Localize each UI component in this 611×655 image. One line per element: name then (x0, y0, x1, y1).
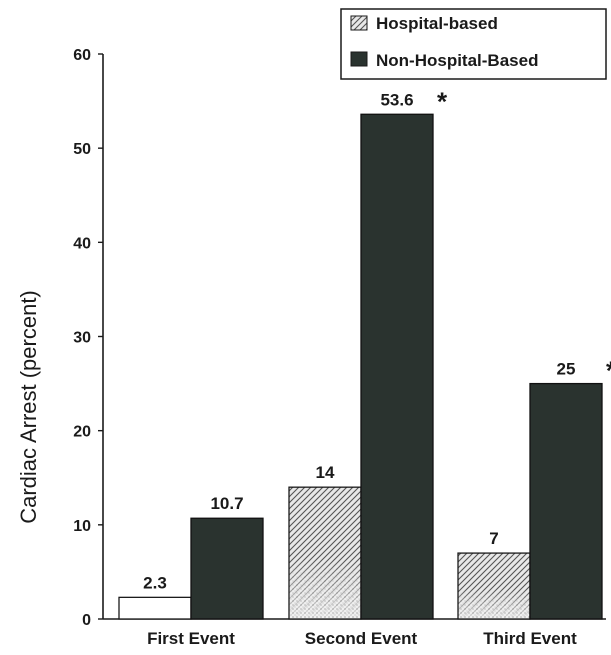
y-tick-label: 20 (73, 424, 91, 441)
bar-hospital-based-second-event (288, 486, 362, 620)
significance-marker-third-event: * (606, 356, 611, 386)
value-label-hospital-based-third-event: 7 (489, 529, 498, 548)
y-tick-label: 50 (73, 141, 91, 158)
bar-non-hospital-based-first-event (190, 517, 264, 620)
y-tick-label: 40 (73, 235, 91, 252)
value-label-non-hospital-based-first-event: 10.7 (210, 494, 243, 513)
value-label-hospital-based-first-event: 2.3 (143, 573, 167, 592)
y-tick-label: 10 (73, 518, 91, 535)
y-axis-ticks: 0 10 20 30 40 50 60 (73, 47, 103, 629)
x-tick-label: Third Event (483, 629, 577, 648)
x-axis-tick-labels: First Event Second Event Third Event (147, 629, 577, 648)
bar-fill-hatch (458, 553, 530, 619)
y-tick-label: 30 (73, 330, 91, 347)
significance-marker-second-event: * (437, 86, 448, 116)
value-label-hospital-based-second-event: 14 (316, 463, 335, 482)
x-tick-label: Second Event (305, 629, 418, 648)
value-label-non-hospital-based-second-event: 53.6 (380, 90, 413, 109)
y-tick-label: 60 (73, 47, 91, 64)
y-tick-label: 0 (82, 612, 91, 629)
legend: Hospital-based Non-Hospital-Based (340, 8, 607, 80)
bar-non-hospital-based-third-event (529, 382, 603, 620)
value-label-non-hospital-based-third-event: 25 (557, 360, 576, 379)
y-axis-label: Cardiac Arrest (percent) (16, 290, 41, 524)
bar-fill-hatch (289, 487, 361, 619)
bar-non-hospital-based-second-event (360, 113, 434, 620)
bar-hospital-based-third-event (457, 552, 531, 620)
legend-label-non-hospital-based: Non-Hospital-Based (376, 51, 538, 70)
x-tick-label: First Event (147, 629, 235, 648)
legend-box (340, 8, 607, 80)
legend-label-hospital-based: Hospital-based (376, 14, 498, 33)
legend-swatch-hospital-based (350, 15, 368, 31)
value-labels: 2.3 10.7 14 53.6 * 7 25 * (143, 86, 611, 592)
bars (118, 113, 603, 620)
bar-hospital-based-first-event (118, 596, 192, 620)
legend-swatch-non-hospital-based (350, 51, 368, 67)
